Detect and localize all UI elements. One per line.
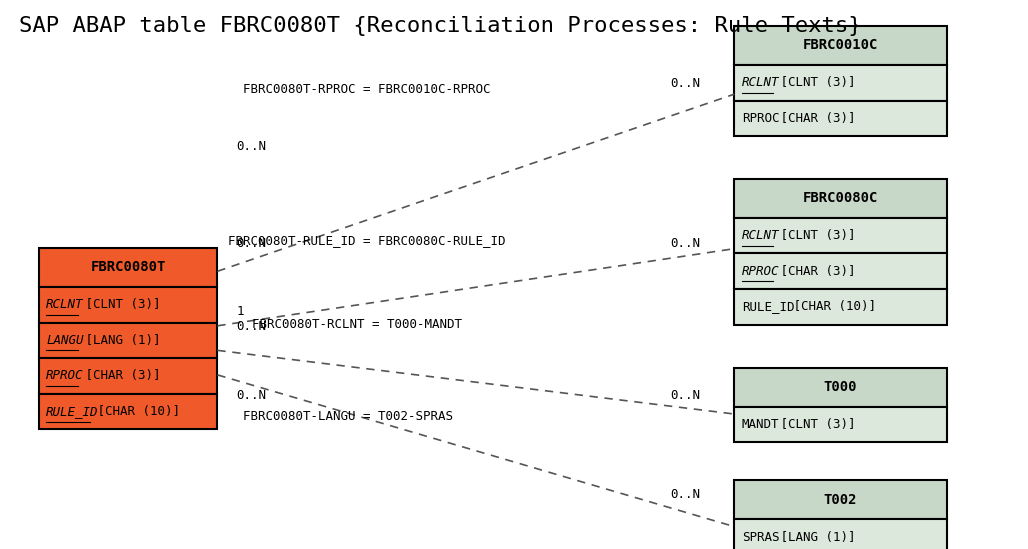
Text: [CHAR (3)]: [CHAR (3)] bbox=[78, 369, 160, 383]
Text: RCLNT: RCLNT bbox=[46, 298, 84, 311]
Text: RCLNT: RCLNT bbox=[742, 229, 779, 242]
Text: 0..N: 0..N bbox=[236, 140, 266, 153]
Text: 0..N: 0..N bbox=[670, 489, 700, 501]
Text: 0..N: 0..N bbox=[236, 389, 266, 402]
Bar bbox=[734, 368, 947, 407]
Bar bbox=[734, 407, 947, 442]
Text: SPRAS: SPRAS bbox=[742, 531, 779, 544]
Text: [CHAR (3)]: [CHAR (3)] bbox=[773, 112, 856, 125]
Bar bbox=[734, 254, 947, 289]
Text: RPROC: RPROC bbox=[46, 369, 84, 383]
Bar bbox=[39, 323, 217, 358]
Text: FBRC0080T-RCLNT = T000-MANDT: FBRC0080T-RCLNT = T000-MANDT bbox=[253, 318, 463, 331]
Bar bbox=[734, 480, 947, 519]
Text: FBRC0080T-RPROC = FBRC0010C-RPROC: FBRC0080T-RPROC = FBRC0010C-RPROC bbox=[244, 82, 491, 96]
Bar bbox=[734, 218, 947, 254]
Text: 0..N: 0..N bbox=[670, 237, 700, 250]
Text: LANGU: LANGU bbox=[46, 334, 84, 347]
Text: T002: T002 bbox=[823, 493, 857, 507]
Bar bbox=[39, 287, 217, 323]
Text: [LANG (1)]: [LANG (1)] bbox=[773, 531, 856, 544]
Text: RULE_ID: RULE_ID bbox=[46, 405, 99, 418]
Text: 0..N: 0..N bbox=[236, 237, 266, 250]
Text: 0..N: 0..N bbox=[670, 389, 700, 402]
Bar bbox=[39, 248, 217, 287]
Text: [CHAR (10)]: [CHAR (10)] bbox=[90, 405, 180, 418]
Text: RPROC: RPROC bbox=[742, 112, 779, 125]
Text: [CLNT (3)]: [CLNT (3)] bbox=[773, 418, 856, 431]
Text: FBRC0080T-RULE_ID = FBRC0080C-RULE_ID: FBRC0080T-RULE_ID = FBRC0080C-RULE_ID bbox=[228, 234, 506, 248]
Bar bbox=[39, 394, 217, 429]
Text: FBRC0080T-LANGU = T002-SPRAS: FBRC0080T-LANGU = T002-SPRAS bbox=[243, 410, 452, 423]
Text: SAP ABAP table FBRC0080T {Reconciliation Processes: Rule Texts}: SAP ABAP table FBRC0080T {Reconciliation… bbox=[20, 16, 861, 36]
Bar bbox=[734, 26, 947, 65]
Text: [CLNT (3)]: [CLNT (3)] bbox=[78, 298, 160, 311]
Text: 1
0..N: 1 0..N bbox=[236, 305, 266, 333]
Text: [CHAR (3)]: [CHAR (3)] bbox=[773, 265, 856, 278]
Text: FBRC0010C: FBRC0010C bbox=[803, 38, 878, 52]
Text: 0..N: 0..N bbox=[670, 77, 700, 90]
Bar bbox=[734, 178, 947, 218]
Text: RPROC: RPROC bbox=[742, 265, 779, 278]
Text: [LANG (1)]: [LANG (1)] bbox=[78, 334, 160, 347]
Text: [CLNT (3)]: [CLNT (3)] bbox=[773, 76, 856, 89]
Text: FBRC0080T: FBRC0080T bbox=[90, 260, 166, 274]
Bar bbox=[734, 519, 947, 549]
Text: RCLNT: RCLNT bbox=[742, 76, 779, 89]
Text: T000: T000 bbox=[823, 380, 857, 394]
Bar bbox=[734, 289, 947, 324]
Text: RULE_ID: RULE_ID bbox=[742, 300, 795, 313]
Text: FBRC0080C: FBRC0080C bbox=[803, 191, 878, 205]
Bar bbox=[734, 100, 947, 136]
Text: MANDT: MANDT bbox=[742, 418, 779, 431]
Text: [CHAR (10)]: [CHAR (10)] bbox=[786, 300, 876, 313]
Bar bbox=[39, 358, 217, 394]
Text: [CLNT (3)]: [CLNT (3)] bbox=[773, 229, 856, 242]
Bar bbox=[734, 65, 947, 100]
